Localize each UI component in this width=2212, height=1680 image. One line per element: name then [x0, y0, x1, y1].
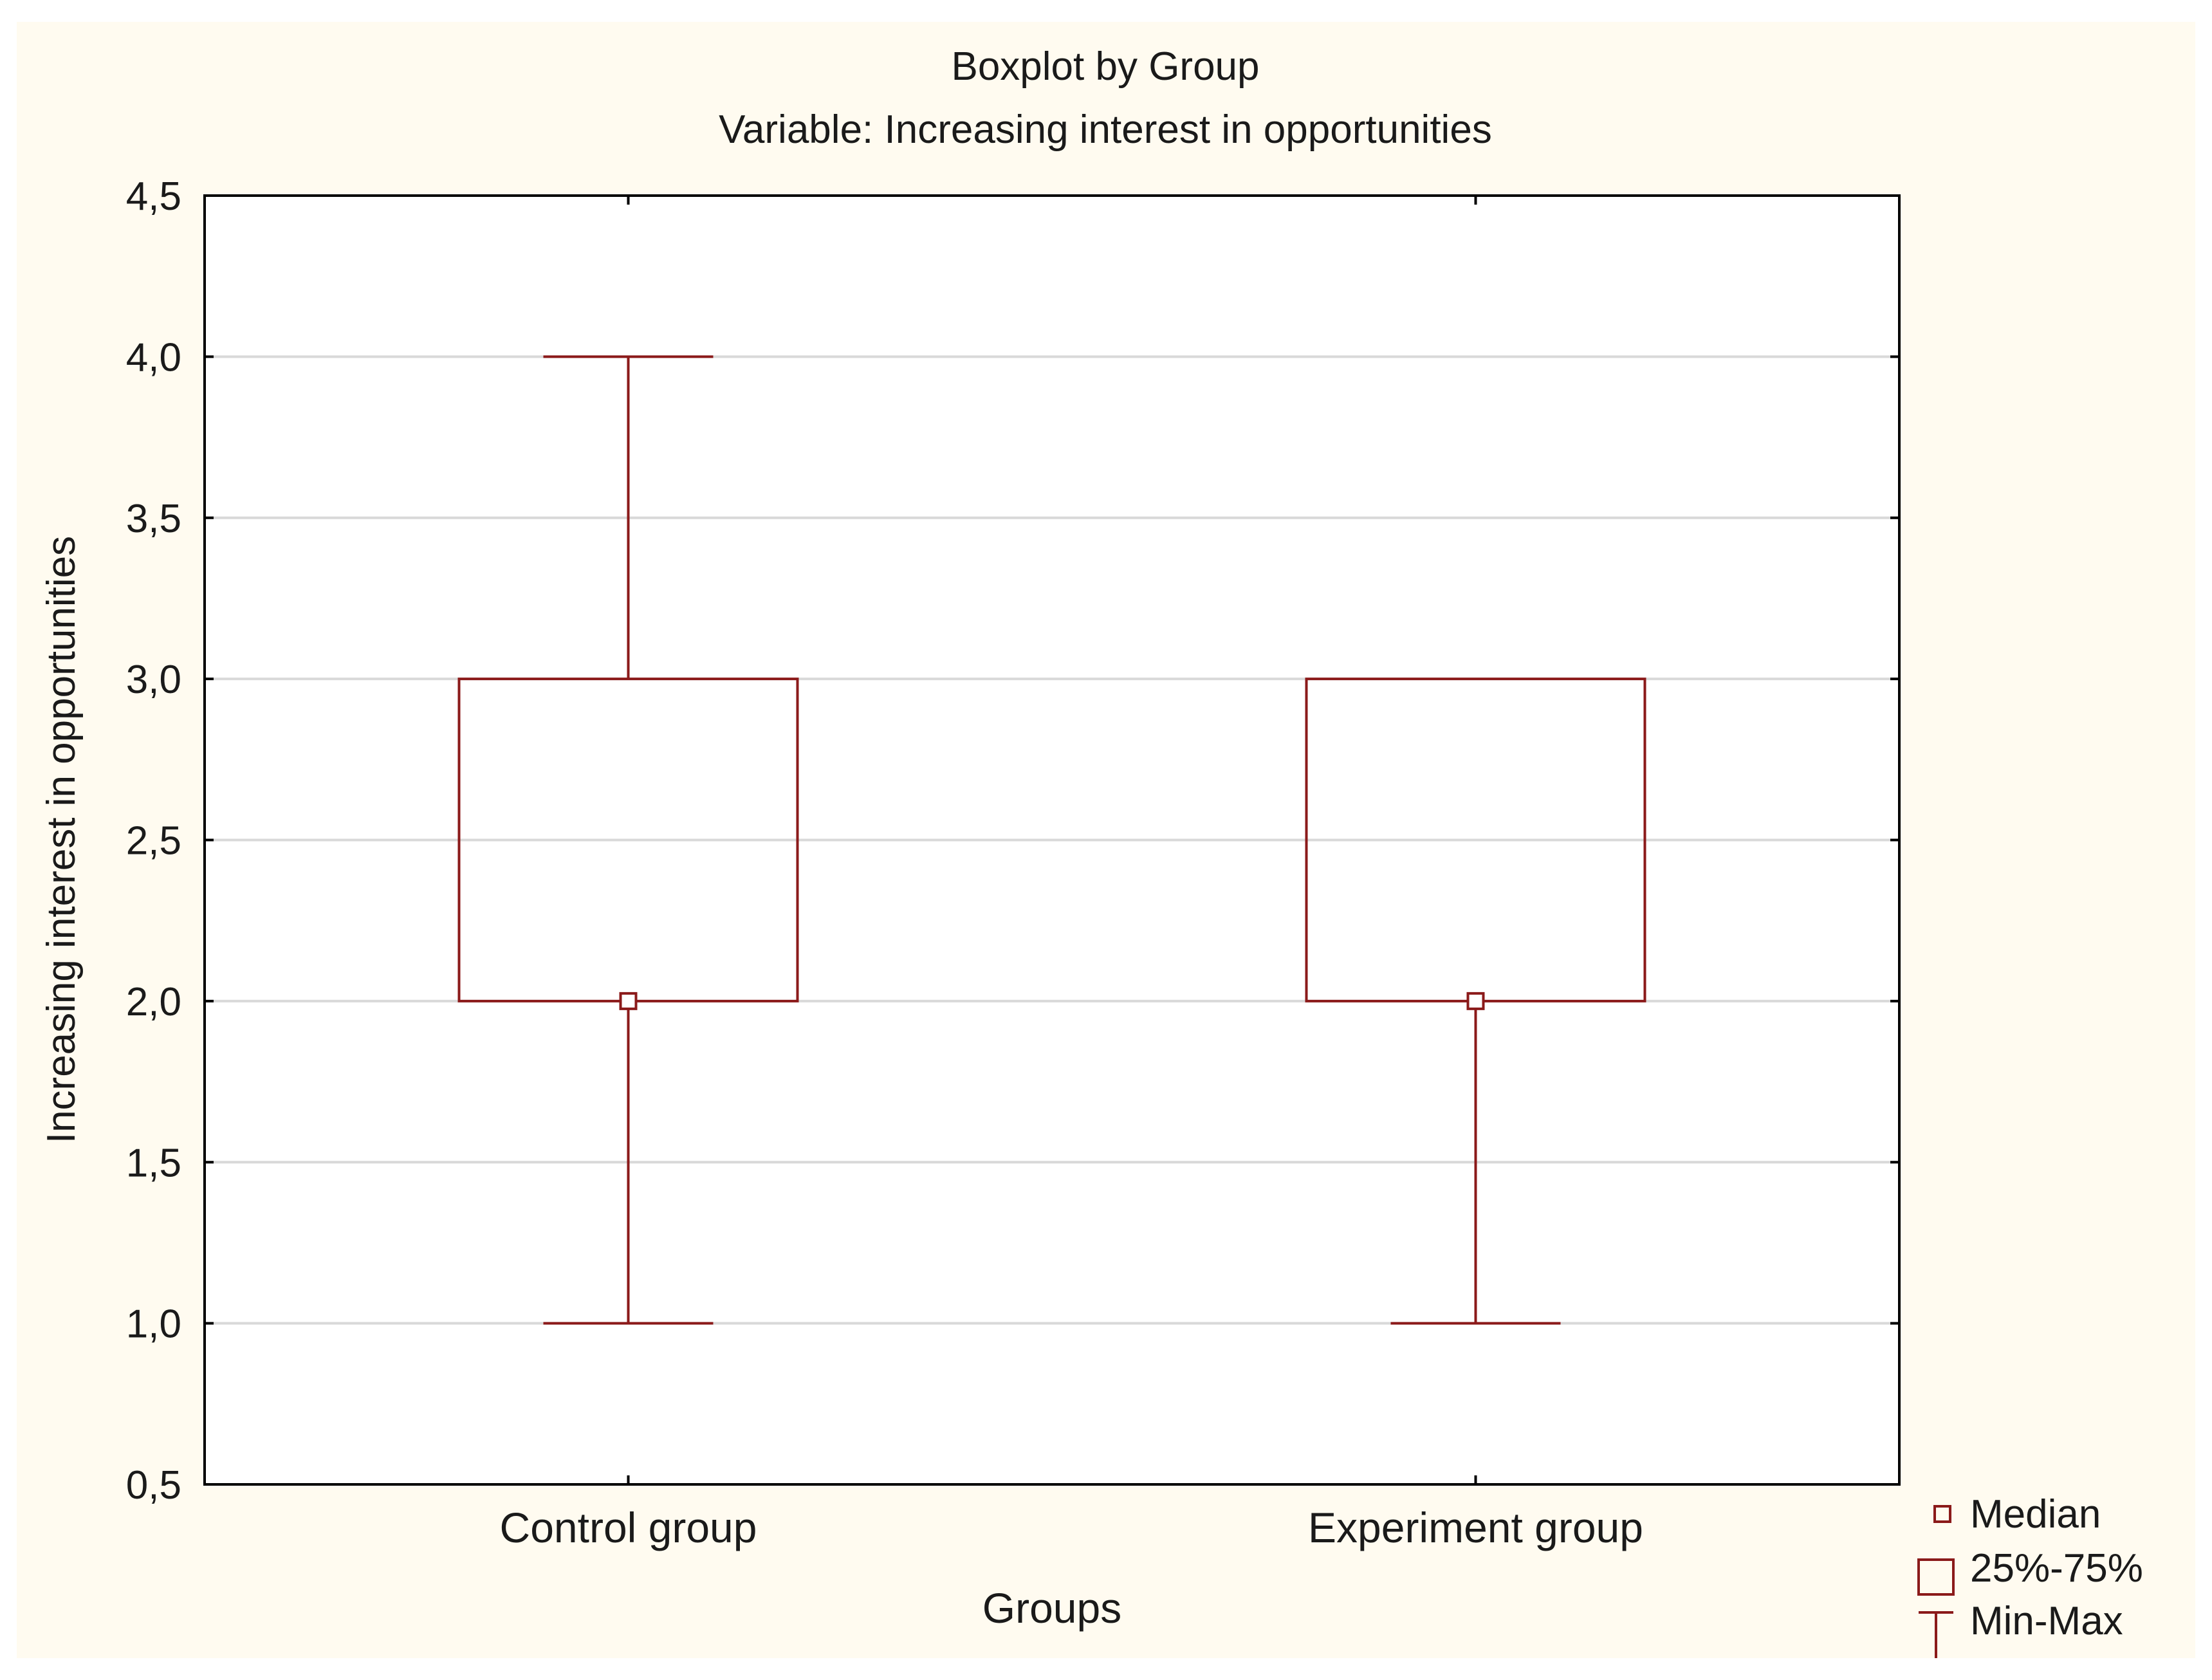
y-axis-label: Increasing interest in opportunities — [39, 536, 84, 1143]
y-tick-label: 4,5 — [126, 174, 181, 219]
legend-box-marker — [1917, 1558, 1955, 1596]
legend: Median 25%-75% Min-Max — [1917, 1492, 2143, 1658]
y-tick-label: 3,5 — [126, 497, 181, 541]
x-tick-labels: Control group Experiment group — [500, 1504, 1643, 1551]
chart-frame: Boxplot by Group Variable: Increasing in… — [17, 22, 2195, 1658]
box-group — [1305, 678, 1646, 1325]
y-tick-label: 1,0 — [126, 1302, 181, 1347]
median-marker — [619, 992, 638, 1010]
y-tick-label: 3,0 — [126, 658, 181, 702]
chart-subtitle: Variable: Increasing interest in opportu… — [719, 107, 1492, 152]
chart-title: Boxplot by Group — [951, 44, 1259, 89]
boxes — [457, 355, 1646, 1325]
box-group — [457, 355, 799, 1325]
y-tick-label: 2,0 — [126, 980, 181, 1024]
x-axis-label: Groups — [982, 1584, 1121, 1632]
y-tick-label: 1,5 — [126, 1141, 181, 1185]
x-tick-label: Control group — [500, 1504, 757, 1551]
y-tick-label: 4,0 — [126, 335, 181, 380]
legend-box-label: 25%-75% — [1970, 1546, 2143, 1591]
legend-median-label: Median — [1970, 1492, 2101, 1537]
boxplot-chart: Boxplot by Group Variable: Increasing in… — [39, 44, 2143, 1658]
median-marker — [1466, 992, 1485, 1010]
y-tick-labels: 0,5 1,0 1,5 2,0 2,5 3,0 3,5 4,0 4,5 — [126, 174, 181, 1508]
y-tick-label: 0,5 — [126, 1463, 181, 1508]
legend-median-marker — [1933, 1505, 1951, 1523]
x-tick-label: Experiment group — [1308, 1504, 1643, 1551]
legend-whisker-marker — [1919, 1611, 1953, 1658]
y-tick-label: 2,5 — [126, 819, 181, 863]
legend-whisker-label: Min-Max — [1970, 1599, 2123, 1643]
axis-ticks — [205, 194, 1899, 1486]
